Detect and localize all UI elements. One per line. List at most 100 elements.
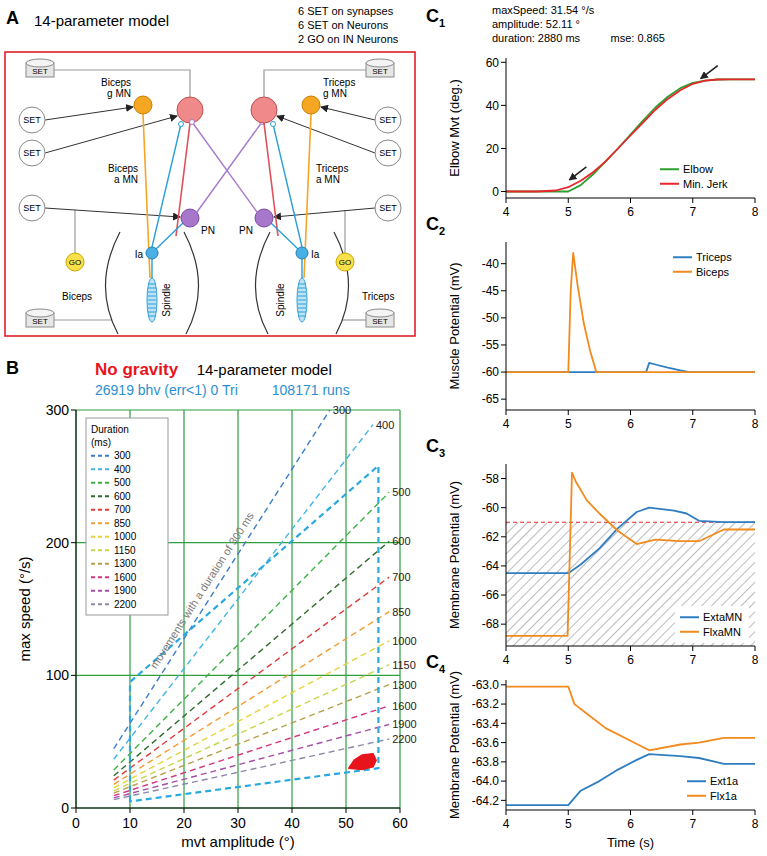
y-tick [501, 290, 506, 291]
line-end-label: 600 [392, 535, 410, 547]
series-group [506, 473, 755, 636]
y-tick-label: -63.2 [472, 697, 500, 711]
set-label: SET [23, 203, 41, 213]
spindle-fiber [148, 300, 156, 301]
y-tick-label: 20 [486, 142, 500, 156]
x-tick-label: 20 [176, 815, 192, 831]
ia-neuron [146, 247, 158, 259]
neuron-label: a MN [114, 174, 138, 185]
x-tick-label: 6 [627, 417, 634, 431]
x-tick-label: 50 [338, 815, 354, 831]
set-label: SET [23, 115, 41, 125]
x-tick-label: 0 [72, 815, 80, 831]
set-node [375, 140, 401, 166]
legend-label: 1000 [114, 531, 137, 542]
y-tick [501, 704, 506, 705]
grid-line [345, 410, 346, 808]
legend: ElbowMin. Jerk [655, 158, 749, 195]
letter-sub: 2 [439, 225, 445, 237]
x-tick-label: 7 [689, 205, 696, 219]
y-axis-title: Membrane Potential (mV) [447, 671, 462, 819]
pn-neuron [255, 209, 273, 227]
legend-label: ExtaMN [703, 611, 742, 623]
y-tick [501, 536, 506, 537]
muscle-outline [184, 232, 199, 334]
legend-swatch [660, 168, 679, 170]
x-tick-label: 10 [122, 815, 138, 831]
spindle-fiber [148, 288, 156, 289]
series-line [506, 363, 755, 372]
set-node [19, 107, 45, 133]
set-label: SET [23, 148, 41, 158]
neuron-label: Biceps [101, 77, 131, 88]
legend: ExtaMNFlxaMN [675, 606, 749, 643]
stats: 108171 runs [272, 382, 350, 398]
set-cylinder-top [26, 309, 54, 317]
legend-swatch [680, 616, 699, 618]
info: duration: 2880 ms [492, 32, 581, 44]
note: 6 SET on synapses [298, 5, 394, 17]
legend-swatch [91, 536, 110, 538]
legend-box [668, 246, 749, 283]
synapse [190, 120, 195, 125]
wire [74, 210, 75, 253]
legend-swatch [687, 795, 706, 797]
legend-swatch [91, 590, 110, 592]
legend-swatch [91, 482, 110, 484]
line-end-label: 2200 [392, 733, 416, 745]
chart-c2: C245678-65-60-55-50-45-40Muscle Potentia… [426, 214, 759, 431]
line-end-label: 850 [392, 606, 410, 618]
wire [342, 319, 366, 320]
y-tick [501, 761, 506, 762]
x-tick-label: 5 [565, 817, 572, 831]
series-line [506, 754, 755, 805]
y-tick [501, 723, 506, 724]
legend-swatch [91, 495, 110, 497]
y-tick [501, 684, 506, 685]
series-line [114, 739, 389, 800]
legend-label: 600 [114, 491, 131, 502]
x-tick-label: 7 [689, 817, 696, 831]
letter-main: C [426, 436, 439, 456]
x-tick [692, 646, 693, 651]
y-axis [506, 242, 507, 410]
y-tick-label: -63.8 [472, 755, 500, 769]
line-end-label: 400 [376, 419, 394, 431]
chart-c3: C345678-68-66-64-62-60-58Membrane Potent… [426, 436, 759, 667]
muscle-label: Biceps [62, 291, 92, 302]
wire [344, 210, 345, 253]
ia-axon [301, 259, 302, 278]
x-tick [755, 646, 756, 651]
x-tick [755, 810, 756, 815]
ia-axon [156, 223, 183, 249]
series-line [114, 706, 389, 796]
y-tick-label: -65 [482, 392, 500, 406]
y-tick [71, 675, 76, 676]
wire [54, 319, 112, 320]
info: amplitude: 52.11 ° [492, 18, 580, 30]
alpha-mn [251, 97, 277, 123]
series-line [114, 612, 389, 785]
neuron-label: PN [239, 225, 253, 236]
set-arrow [321, 107, 375, 120]
legend-box [675, 606, 749, 643]
y-tick [501, 62, 506, 63]
x-tick [292, 808, 293, 813]
y-tick-label: -66 [482, 588, 500, 602]
letter-sub: 4 [439, 663, 446, 675]
panel-letter: C2 [426, 214, 445, 237]
letter-main: A [6, 8, 19, 28]
x-tick [184, 808, 185, 813]
x-tick-label: 4 [503, 817, 510, 831]
x-tick-label: 7 [689, 653, 696, 667]
legend-swatch [91, 563, 110, 565]
pn-axon [197, 122, 262, 212]
x-tick-label: 5 [565, 653, 572, 667]
figure: A14-parameter model6 SET on synapses6 SE… [0, 0, 767, 856]
x-tick [630, 198, 631, 203]
legend-label: 1300 [114, 558, 137, 569]
x-tick-label: 6 [627, 653, 634, 667]
set-label: SET [372, 317, 388, 326]
spindle-fiber [298, 308, 306, 309]
x-tick [630, 410, 631, 415]
